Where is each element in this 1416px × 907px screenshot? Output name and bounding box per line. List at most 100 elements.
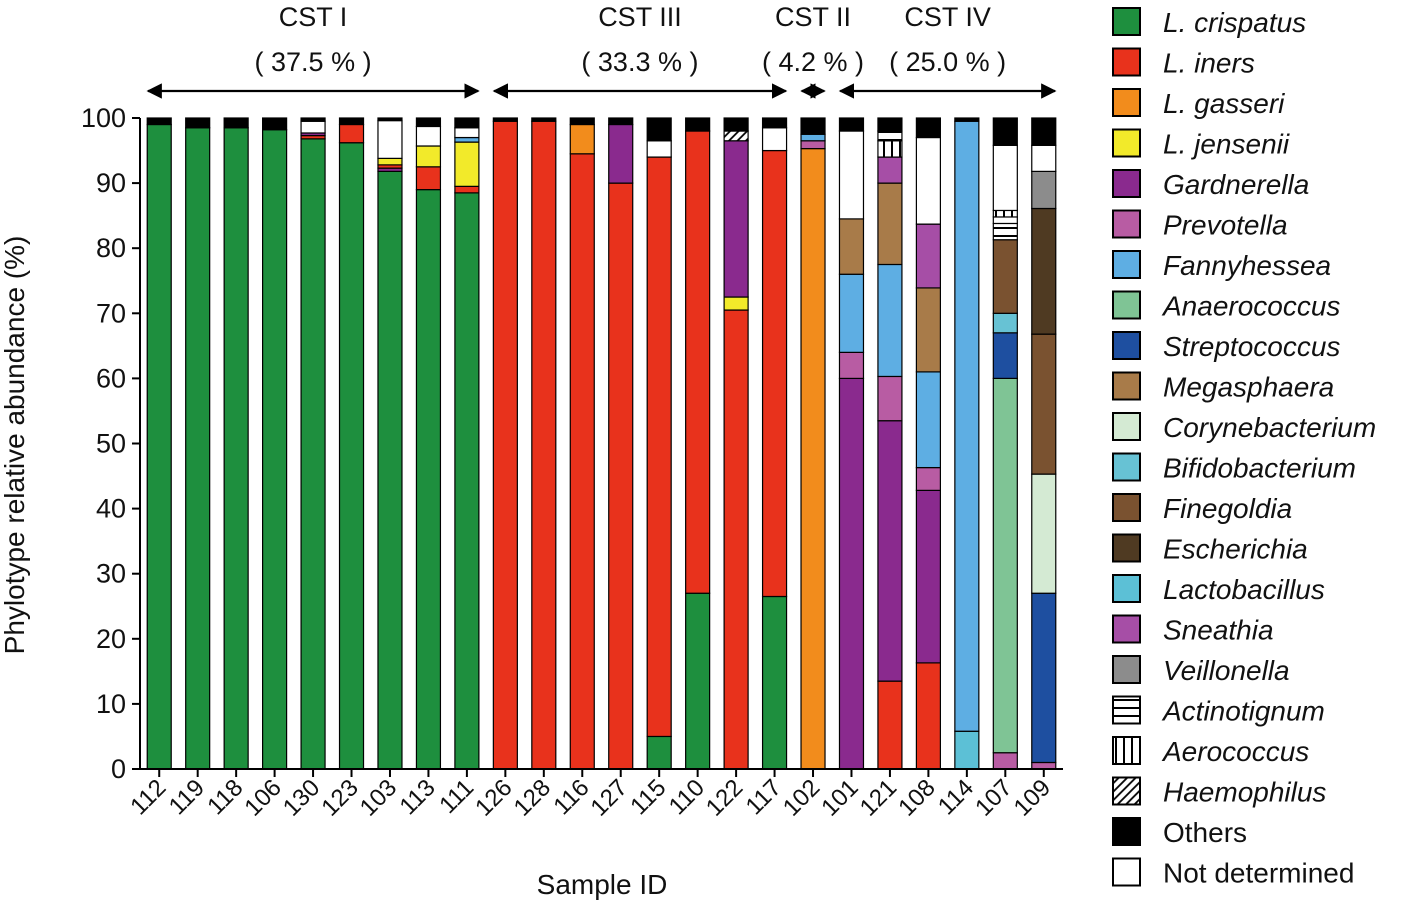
legend-label: L. crispatus <box>1163 7 1306 38</box>
cst-name: CST IV <box>904 2 991 32</box>
cst-group-cst-ii: CST II ( 4.2 % ) <box>762 2 864 99</box>
bar-segment-nd <box>646 140 672 158</box>
bar-segment-others <box>838 117 865 132</box>
bar-segment-iners <box>915 662 941 770</box>
y-tick-label: 100 <box>81 103 126 133</box>
bar-segment-gardnerella <box>723 140 749 298</box>
legend-swatch <box>1112 452 1141 482</box>
bar-segment-others <box>954 117 980 122</box>
legend-item-gardnerella: Gardnerella <box>1112 169 1309 200</box>
legend-swatch <box>1112 857 1141 887</box>
bar-segment-others <box>223 117 249 129</box>
legend-swatch <box>1112 128 1141 158</box>
bar-sample-123 <box>338 117 365 770</box>
bar-segment-crispatus <box>223 127 249 770</box>
x-tick-label: 119 <box>164 774 210 820</box>
bar-segment-iners <box>685 130 711 594</box>
legend-item-haemophilus: Haemophilus <box>1112 776 1326 808</box>
cst-group-annotations: CST I ( 37.5 % ) CST III ( 33.3 % ) CST II ( … <box>146 2 1057 99</box>
bar-segment-others <box>262 117 288 131</box>
legend-swatch <box>1112 47 1141 77</box>
legend-label: Others <box>1163 817 1247 848</box>
legend-item-actinotignum: Actinotignum <box>1112 695 1325 727</box>
cst-group-cst-iii: CST III ( 33.3 % ) <box>492 2 788 99</box>
bar-sample-128 <box>531 117 557 770</box>
cst-name: CST II <box>775 2 851 32</box>
y-tick-label: 30 <box>96 559 126 589</box>
x-tick-label: 102 <box>778 774 825 821</box>
bar-segment-iners <box>338 123 365 144</box>
bar-sample-115 <box>646 117 672 770</box>
bar-segment-others <box>685 117 711 132</box>
bar-segment-nd <box>300 120 326 134</box>
bar-segment-prevotella <box>915 466 941 491</box>
bar-segment-megasphaera <box>838 218 865 275</box>
bar-sample-119 <box>185 117 211 770</box>
bar-segment-others <box>761 117 788 129</box>
bar-sample-127 <box>608 117 634 770</box>
bar-segment-prevotella <box>992 752 1018 770</box>
y-axis-title: Phylotype relative abundance (%) <box>0 236 30 655</box>
cst-name: CST III <box>598 2 682 32</box>
bar-sample-108 <box>915 117 941 770</box>
bar-segment-crispatus <box>377 170 403 770</box>
bar-segment-others <box>531 117 557 122</box>
x-tick-label: 117 <box>741 774 787 820</box>
legend-swatch <box>1112 290 1141 320</box>
legend-swatch <box>1112 574 1141 603</box>
legend-item-megasphaera: Megasphaera <box>1112 371 1334 403</box>
bar-segment-megasphaera <box>877 182 903 266</box>
legend-swatch <box>1112 736 1141 765</box>
bar-segment-crispatus <box>185 127 211 770</box>
x-tick-label: 127 <box>586 774 633 821</box>
bar-segment-iners <box>723 309 749 770</box>
x-tick-label: 106 <box>239 774 286 821</box>
bar-segment-crispatus <box>146 123 172 770</box>
legend-label: Anaerococcus <box>1161 291 1340 322</box>
bar-sample-102 <box>800 117 826 770</box>
y-tick-label: 0 <box>111 754 126 784</box>
bar-segment-fannyhessea <box>800 133 826 142</box>
bar-segment-sneathia <box>915 223 941 289</box>
legend-item-nd: Not determined <box>1112 857 1354 889</box>
cst-percent: ( 33.3 % ) <box>581 47 698 77</box>
legend-swatch <box>1112 817 1141 846</box>
legend-swatch <box>1112 493 1141 522</box>
legend-label: Escherichia <box>1163 534 1308 565</box>
x-tick-label: 108 <box>893 774 940 821</box>
bar-sample-111 <box>454 117 480 770</box>
bar-segment-fannyhessea <box>954 120 980 732</box>
legend-label: Bifidobacterium <box>1163 453 1356 484</box>
bars-layer <box>146 117 1057 770</box>
bar-segment-crispatus <box>338 142 365 770</box>
bar-sample-107 <box>992 117 1018 770</box>
bar-segment-nd <box>915 136 941 225</box>
bar-segment-others <box>185 117 211 129</box>
bar-segment-gasseri <box>800 147 826 770</box>
bar-segment-nd <box>377 120 403 159</box>
legend-swatch <box>1112 250 1141 279</box>
x-tick-label: 103 <box>355 774 402 821</box>
legend-item-gasseri: L. gasseri <box>1112 88 1285 119</box>
bar-segment-veillonella <box>1031 170 1057 210</box>
bar-sample-126 <box>492 117 518 770</box>
x-tick-label: 130 <box>278 774 325 821</box>
bar-segment-others <box>492 117 518 122</box>
bar-segment-iners <box>608 182 634 770</box>
legend-item-others: Others <box>1112 817 1247 848</box>
bar-sample-113 <box>415 117 442 770</box>
legend-item-iners: L. iners <box>1112 47 1255 79</box>
bar-segment-iners <box>415 166 442 191</box>
bar-segment-fannyhessea <box>838 273 865 353</box>
legend-label: Corynebacterium <box>1163 412 1376 443</box>
legend-item-crispatus: L. crispatus <box>1112 7 1306 38</box>
bar-segment-iners <box>877 680 903 770</box>
bar-segment-finegoldia <box>1031 333 1057 475</box>
legend-swatch <box>1112 614 1141 644</box>
bar-segment-sneathia <box>877 156 903 184</box>
y-tick-label: 10 <box>96 689 126 719</box>
legend-item-corynebacterium: Corynebacterium <box>1112 412 1376 443</box>
bar-segment-jensenii <box>723 296 749 311</box>
bar-segment-fannyhessea <box>877 263 903 378</box>
